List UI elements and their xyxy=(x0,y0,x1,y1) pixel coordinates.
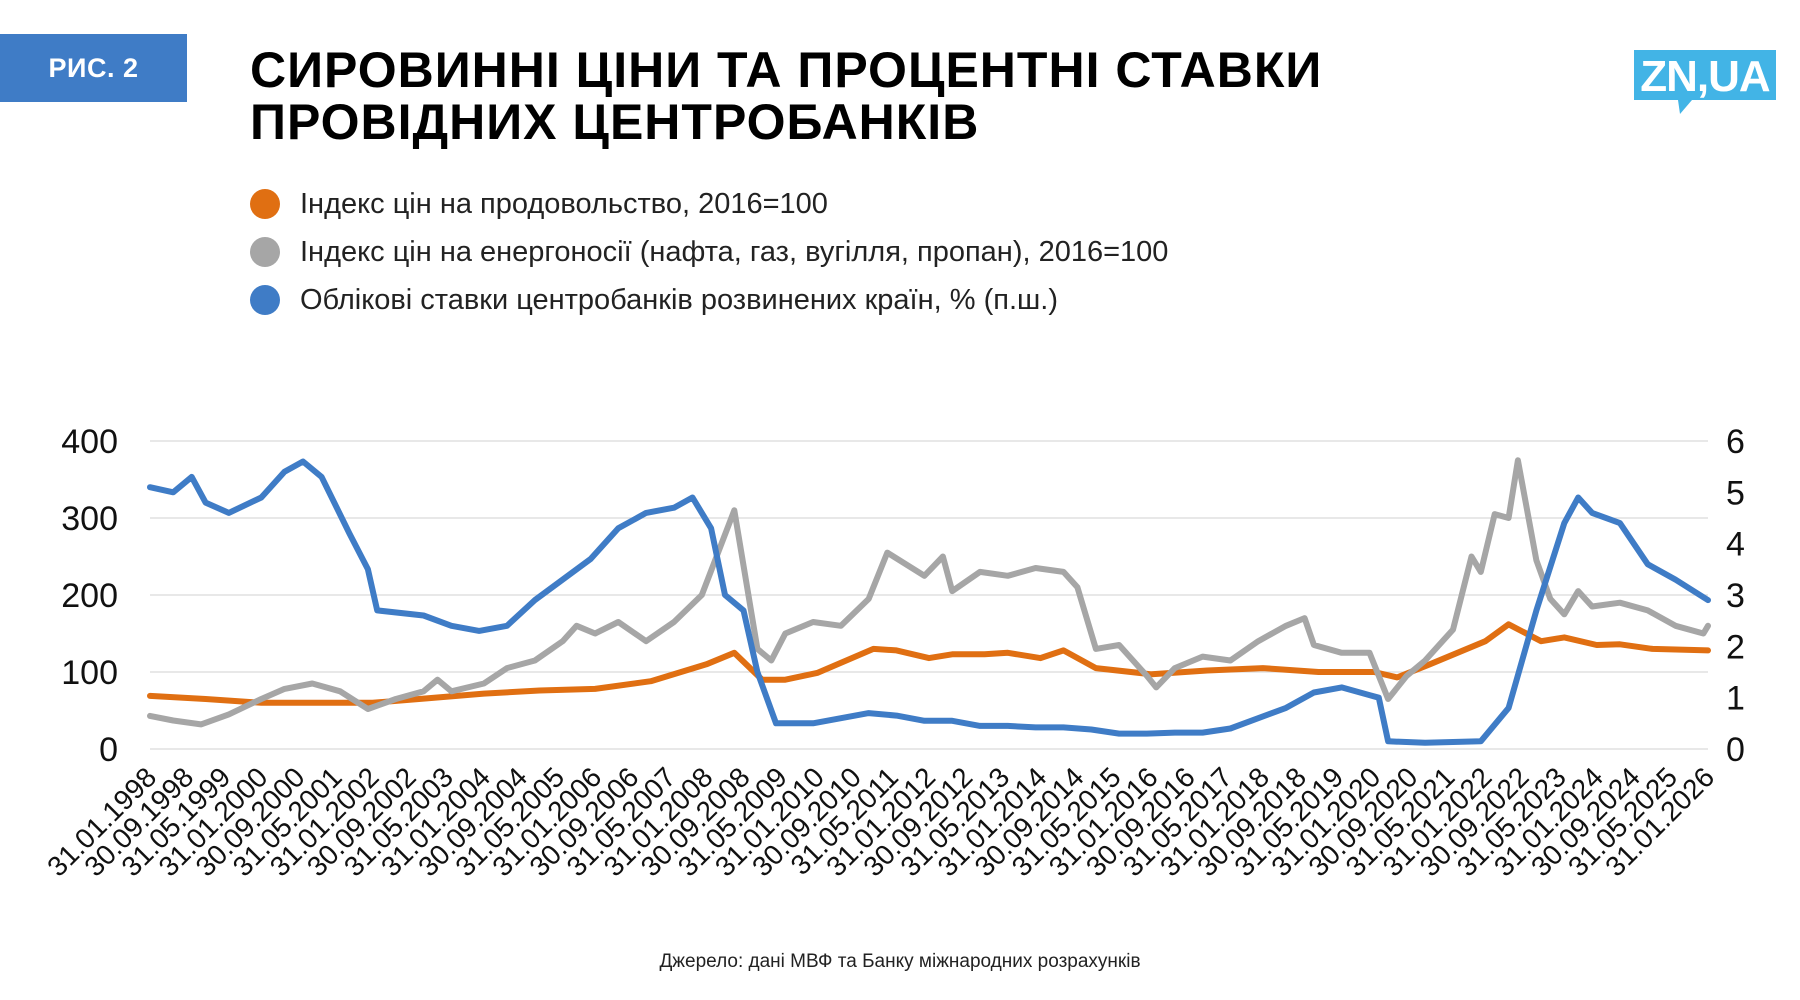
legend-item-food: Індекс цін на продовольство, 2016=100 xyxy=(250,180,1168,228)
chart-legend: Індекс цін на продовольство, 2016=100 Ін… xyxy=(250,180,1168,324)
y-right-tick-label: 3 xyxy=(1726,577,1745,615)
y-left-tick-label: 400 xyxy=(61,423,118,461)
legend-marker-food xyxy=(250,189,280,219)
series-line-rates xyxy=(147,458,1711,746)
y-left-tick-label: 100 xyxy=(61,654,118,692)
legend-label-food: Індекс цін на продовольство, 2016=100 xyxy=(300,187,828,220)
y-right-tick-label: 1 xyxy=(1726,680,1745,718)
chart-title: СИРОВИННІ ЦІНИ ТА ПРОЦЕНТНІ СТАВКИ ПРОВІ… xyxy=(250,44,1322,148)
y-right-tick-label: 0 xyxy=(1726,731,1745,769)
legend-label-rates: Облікові ставки центробанків розвинених … xyxy=(300,283,1058,316)
title-line-2: ПРОВІДНИХ ЦЕНТРОБАНКІВ xyxy=(250,94,980,150)
title-line-1: СИРОВИННІ ЦІНИ ТА ПРОЦЕНТНІ СТАВКИ xyxy=(250,42,1323,98)
y-right-tick-label: 6 xyxy=(1726,423,1745,461)
legend-label-energy: Індекс цін на енергоносії (нафта, газ, в… xyxy=(300,235,1169,268)
y-right-tick-label: 5 xyxy=(1726,474,1745,512)
y-left-tick-label: 200 xyxy=(61,577,118,615)
zn-ua-logo: ZN,UA xyxy=(1634,50,1776,114)
logo-speech-bubble xyxy=(1634,50,1776,114)
legend-item-rates: Облікові ставки центробанків розвинених … xyxy=(250,276,1168,324)
legend-item-energy: Індекс цін на енергоносії (нафта, газ, в… xyxy=(250,228,1168,276)
figure-badge: РИС. 2 xyxy=(0,34,187,102)
legend-marker-rates xyxy=(250,285,280,315)
logo-text: ZN,UA xyxy=(1640,52,1770,101)
y-right-tick-label: 2 xyxy=(1726,628,1745,666)
series-line-food xyxy=(147,621,1711,706)
source-note: Джерело: дані МВФ та Банку міжнародних р… xyxy=(659,951,1141,972)
legend-marker-energy xyxy=(250,237,280,267)
y-right-tick-label: 4 xyxy=(1726,526,1745,564)
y-left-tick-label: 300 xyxy=(61,500,118,538)
series-line-energy xyxy=(147,457,1711,728)
y-left-tick-label: 0 xyxy=(99,731,118,769)
